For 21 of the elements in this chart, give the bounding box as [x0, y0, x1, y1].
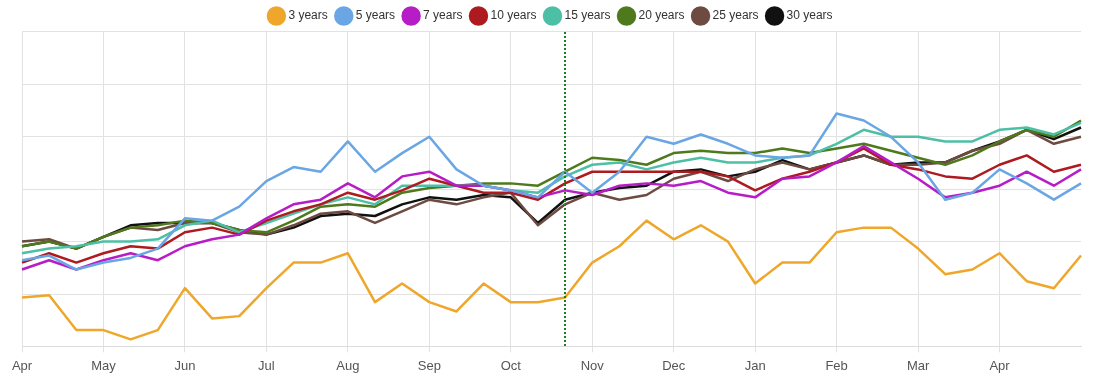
x-tick-label: Feb [825, 357, 848, 373]
legend-label: 15 years [564, 8, 611, 23]
legend-label: 10 years [490, 8, 537, 23]
x-tick-label: Mar [906, 357, 930, 373]
legend-label: 7 years [423, 8, 463, 23]
x-tick-label: Apr [989, 357, 1011, 373]
x-tick-label: Nov [580, 357, 605, 373]
x-tick-label: Dec [662, 357, 686, 373]
legend-label: 20 years [638, 8, 685, 23]
x-tick-label: Oct [500, 357, 522, 373]
legend-label: 25 years [712, 8, 759, 23]
x-tick-label: Aug [336, 357, 360, 373]
x-tick-label: Jun [174, 357, 196, 373]
x-tick-label: Apr [11, 357, 33, 373]
x-tick-label: Jul [258, 357, 275, 373]
legend-label: 5 years [355, 8, 396, 23]
x-tick-label: May [91, 357, 117, 373]
legend-label: 30 years [786, 8, 833, 23]
x-tick-label: Jan [744, 357, 766, 373]
x-tick-label: Sep [417, 357, 441, 373]
legend-label: 3 years [288, 8, 328, 23]
